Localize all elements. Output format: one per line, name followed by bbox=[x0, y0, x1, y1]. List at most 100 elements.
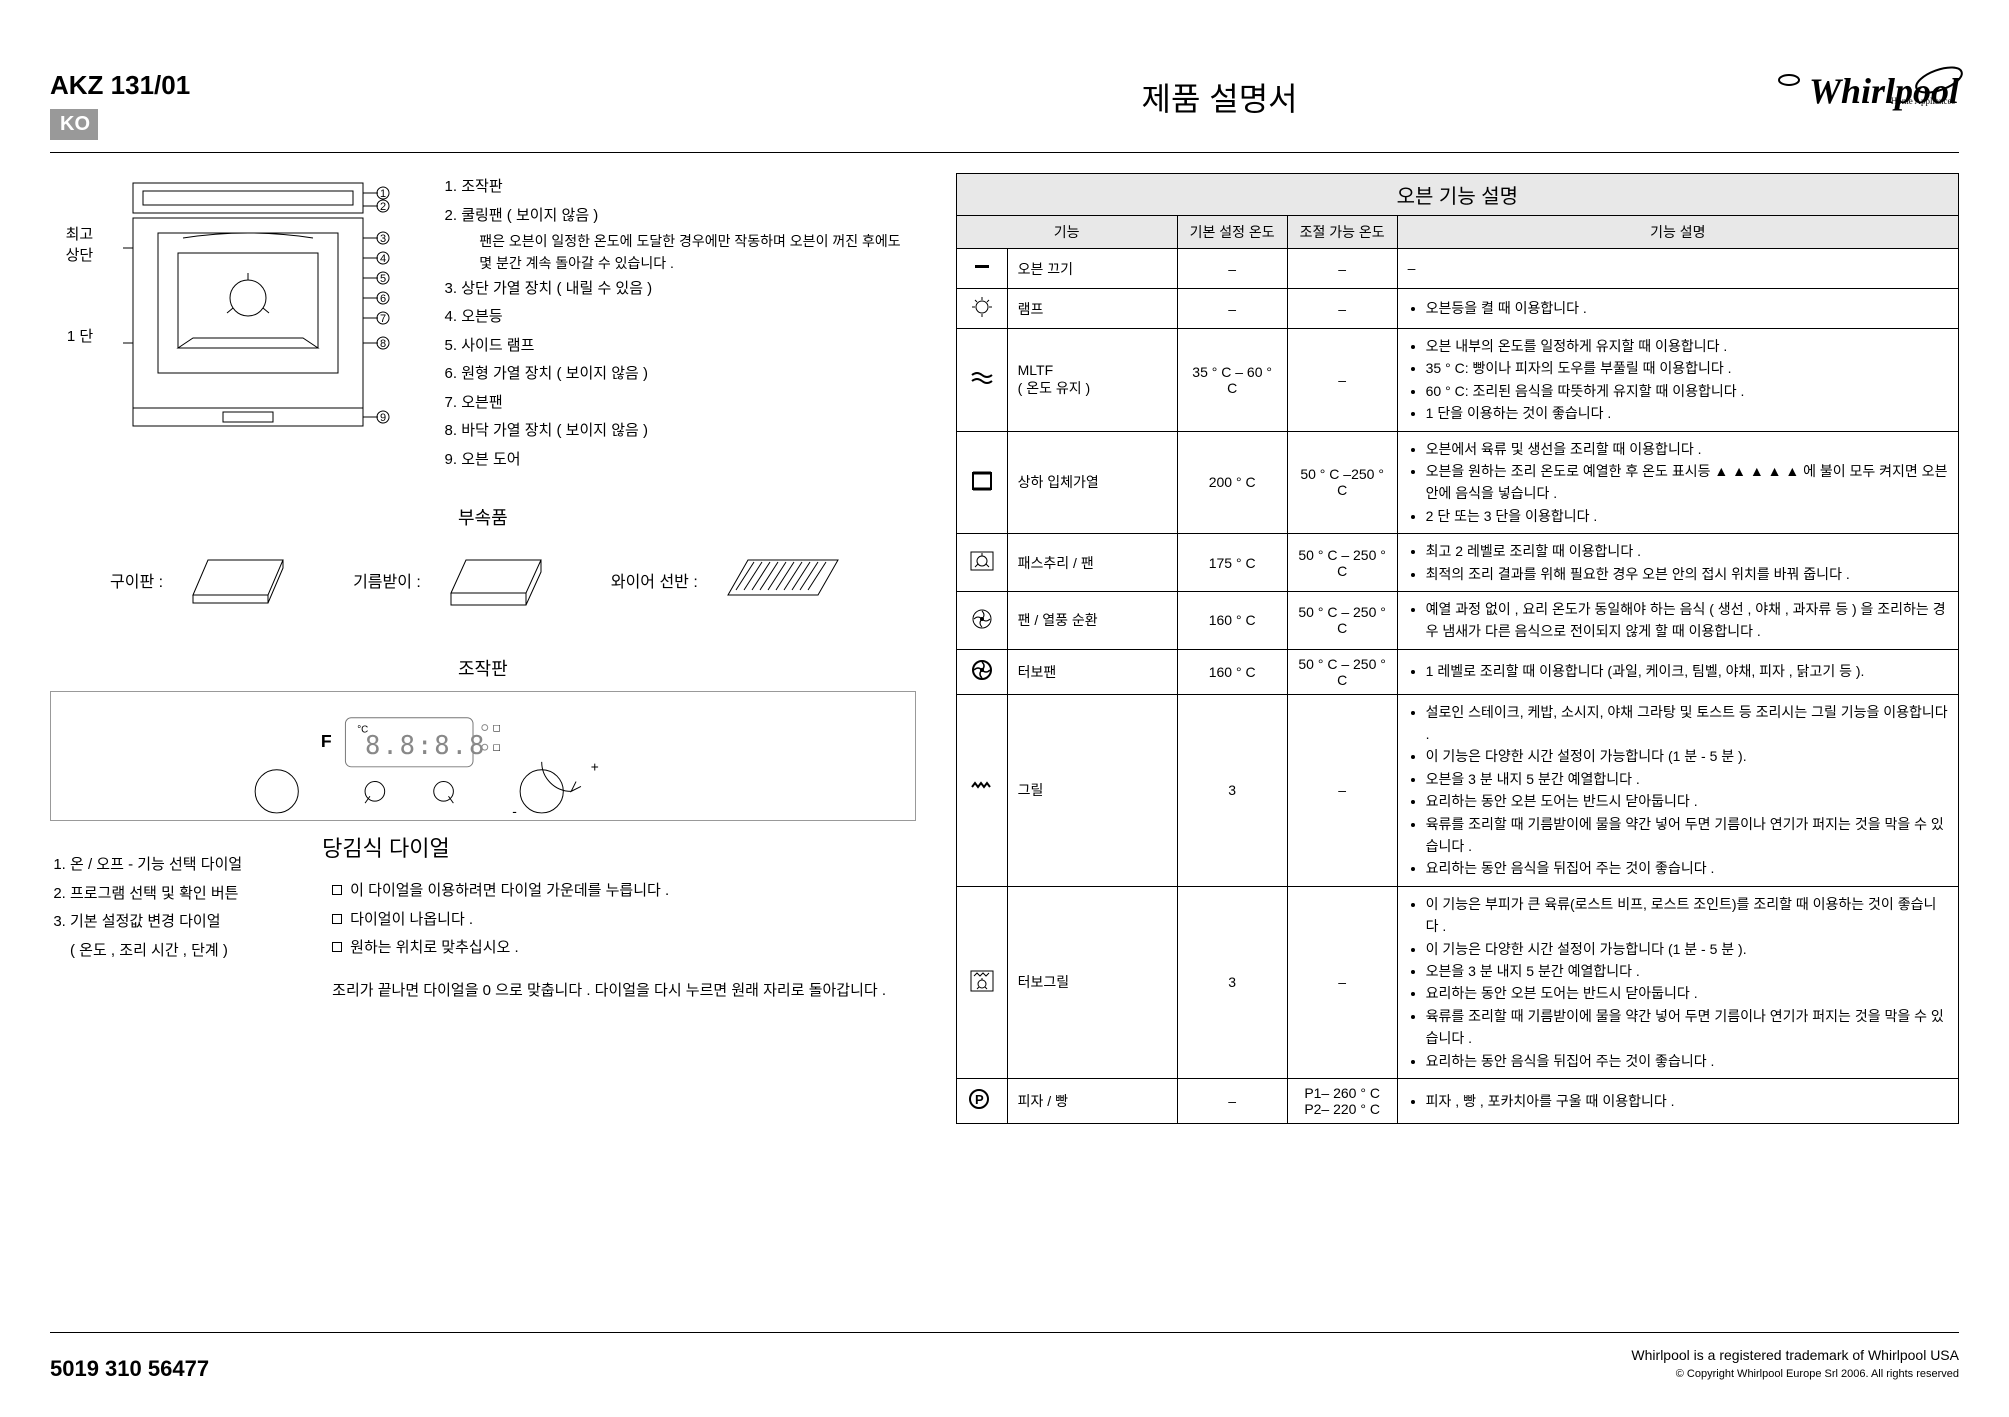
default-temp: 3 bbox=[1177, 694, 1287, 886]
oven-overview: 최고 상단 1 단 1 2 3 4 5 bbox=[50, 173, 916, 474]
part-9: 오븐 도어 bbox=[461, 446, 915, 475]
dial-section: 당김식 다이얼 이 다이얼을 이용하려면 다이얼 가운데를 누릅니다 . 다이얼… bbox=[322, 831, 886, 1004]
dial-step-2: 다이얼이 나옵니다 . bbox=[332, 906, 886, 935]
function-description: 이 기능은 부피가 큰 육류(로스트 비프, 로스트 조인트)를 조리할 때 이… bbox=[1397, 886, 1958, 1078]
part-5: 사이드 램프 bbox=[461, 332, 915, 361]
label-top: 최고 상단 bbox=[50, 223, 93, 265]
part-7: 오븐팬 bbox=[461, 389, 915, 418]
controls-title: 조작판 bbox=[50, 655, 916, 681]
desc-item: 2 단 또는 3 단을 이용합니다 . bbox=[1426, 505, 1948, 527]
dial-title: 당김식 다이얼 bbox=[322, 831, 886, 863]
function-description: 오븐등을 켤 때 이용합니다 . bbox=[1397, 289, 1958, 329]
desc-item: 오븐에서 육류 및 생선을 조리할 때 이용합니다 . bbox=[1426, 438, 1948, 460]
svg-text:8.8:8.8: 8.8:8.8 bbox=[365, 731, 486, 761]
function-description: 오븐 내부의 온도를 일정하게 유지할 때 이용합니다 .35 ° C: 빵이나… bbox=[1397, 329, 1958, 432]
svg-text:P: P bbox=[975, 1092, 984, 1107]
function-icon bbox=[956, 534, 1007, 592]
function-description: 오븐에서 육류 및 생선을 조리할 때 이용합니다 .오븐을 원하는 조리 온도… bbox=[1397, 431, 1958, 534]
desc-item: 육류를 조리할 때 기름받이에 물을 약간 넣어 두면 기름이나 연기가 퍼지는… bbox=[1426, 813, 1948, 858]
label-level1: 1 단 bbox=[50, 325, 93, 346]
desc-item: 오븐을 3 분 내지 5 분간 예열합니다 . bbox=[1426, 960, 1948, 982]
legend-1: 온 / 오프 - 기능 선택 다이얼 bbox=[70, 851, 242, 880]
table-row: 팬 / 열풍 순환160 ° C50 ° C – 250 ° C예열 과정 없이… bbox=[956, 591, 1958, 649]
desc-item: 35 ° C: 빵이나 피자의 도우를 부풀릴 때 이용합니다 . bbox=[1426, 357, 1948, 379]
function-icon bbox=[956, 649, 1007, 694]
default-temp: 175 ° C bbox=[1177, 534, 1287, 592]
desc-item: 이 기능은 다양한 시간 설정이 가능합니다 (1 분 - 5 분 ). bbox=[1426, 938, 1948, 960]
default-temp: 200 ° C bbox=[1177, 431, 1287, 534]
desc-item: 오븐 내부의 온도를 일정하게 유지할 때 이용합니다 . bbox=[1426, 335, 1948, 357]
function-icon bbox=[956, 289, 1007, 329]
table-row: 터보그릴3–이 기능은 부피가 큰 육류(로스트 비프, 로스트 조인트)를 조… bbox=[956, 886, 1958, 1078]
adjustable-temp: 50 ° C – 250 ° C bbox=[1287, 534, 1397, 592]
legend-3: 기본 설정값 변경 다이얼 ( 온도 , 조리 시간 , 단계 ) bbox=[70, 908, 242, 965]
function-name: 팬 / 열풍 순환 bbox=[1007, 591, 1177, 649]
part-6: 원형 가열 장치 ( 보이지 않음 ) bbox=[461, 360, 915, 389]
table-row: 오븐 끄기––– bbox=[956, 249, 1958, 289]
svg-text:2: 2 bbox=[380, 201, 386, 213]
desc-item: 요리하는 동안 음식을 뒤집어 주는 것이 좋습니다 . bbox=[1426, 857, 1948, 879]
footer: 5019 310 56477 Whirlpool is a registered… bbox=[50, 1332, 1959, 1383]
adjustable-temp: 50 ° C – 250 ° C bbox=[1287, 649, 1397, 694]
accessories-title: 부속품 bbox=[50, 504, 916, 530]
right-column: 오븐 기능 설명 기능 기본 설정 온도 조절 가능 온도 기능 설명 오븐 끄… bbox=[956, 173, 1959, 1124]
desc-item: 이 기능은 부피가 큰 육류(로스트 비프, 로스트 조인트)를 조리할 때 이… bbox=[1426, 893, 1948, 938]
part-2: 쿨링팬 ( 보이지 않음 )팬은 오븐이 일정한 온도에 도달한 경우에만 작동… bbox=[461, 202, 915, 275]
adjustable-temp: P1– 260 ° C P2– 220 ° C bbox=[1287, 1078, 1397, 1123]
adjustable-temp: 50 ° C –250 ° C bbox=[1287, 431, 1397, 534]
function-icon bbox=[956, 249, 1007, 289]
part-4: 오븐등 bbox=[461, 303, 915, 332]
acc-wire-shelf: 와이어 선반 : bbox=[611, 550, 848, 610]
function-icon bbox=[956, 694, 1007, 886]
footer-partno: 5019 310 56477 bbox=[50, 1356, 209, 1382]
control-panel-diagram: F °C 8.8:8.8 ☐ ☐ +- bbox=[50, 691, 916, 821]
function-name: 램프 bbox=[1007, 289, 1177, 329]
th-desc: 기능 설명 bbox=[1397, 216, 1958, 249]
function-icon: P bbox=[956, 1078, 1007, 1123]
part-3: 상단 가열 장치 ( 내릴 수 있음 ) bbox=[461, 275, 915, 304]
th-function: 기능 bbox=[956, 216, 1177, 249]
desc-item: 최적의 조리 결과를 위해 필요한 경우 오븐 안의 접시 위치를 바꿔 줍니다… bbox=[1426, 563, 1948, 585]
svg-text:+: + bbox=[591, 760, 599, 775]
default-temp: – bbox=[1177, 249, 1287, 289]
function-description: 1 레벨로 조리할 때 이용합니다 (과일, 케이크, 팀벨, 야채, 피자 ,… bbox=[1397, 649, 1958, 694]
desc-item: 피자 , 빵 , 포카치아를 구울 때 이용합니다 . bbox=[1426, 1090, 1948, 1112]
svg-text:8: 8 bbox=[380, 338, 386, 350]
function-icon bbox=[956, 886, 1007, 1078]
adjustable-temp: – bbox=[1287, 886, 1397, 1078]
svg-text:9: 9 bbox=[380, 412, 386, 424]
function-name: 상하 입체가열 bbox=[1007, 431, 1177, 534]
svg-text:☐: ☐ bbox=[493, 743, 501, 753]
header-left: AKZ 131/01 KO bbox=[50, 70, 190, 140]
oven-side-labels: 최고 상단 1 단 bbox=[50, 173, 93, 346]
bottom-row: 온 / 오프 - 기능 선택 다이얼 프로그램 선택 및 확인 버튼 기본 설정… bbox=[50, 831, 916, 1004]
svg-text:5: 5 bbox=[380, 273, 386, 285]
footer-legal: Whirlpool is a registered trademark of W… bbox=[1631, 1345, 1959, 1383]
header-divider bbox=[50, 152, 1959, 153]
function-description: 최고 2 레벨로 조리할 때 이용합니다 .최적의 조리 결과를 위해 필요한 … bbox=[1397, 534, 1958, 592]
default-temp: 3 bbox=[1177, 886, 1287, 1078]
function-name: 터보그릴 bbox=[1007, 886, 1177, 1078]
adjustable-temp: – bbox=[1287, 289, 1397, 329]
svg-text:1: 1 bbox=[380, 188, 386, 200]
desc-item: 오븐을 원하는 조리 온도로 예열한 후 온도 표시등 ▲ ▲ ▲ ▲ ▲ 에 … bbox=[1426, 460, 1948, 505]
function-name: 오븐 끄기 bbox=[1007, 249, 1177, 289]
desc-item: 요리하는 동안 음식을 뒤집어 주는 것이 좋습니다 . bbox=[1426, 1050, 1948, 1072]
th-adj-temp: 조절 가능 온도 bbox=[1287, 216, 1397, 249]
desc-item: 오븐을 3 분 내지 5 분간 예열합니다 . bbox=[1426, 768, 1948, 790]
table-row: 램프––오븐등을 켤 때 이용합니다 . bbox=[956, 289, 1958, 329]
oven-diagram: 1 2 3 4 5 6 7 8 9 bbox=[123, 173, 393, 433]
table-row: 터보팬160 ° C50 ° C – 250 ° C1 레벨로 조리할 때 이용… bbox=[956, 649, 1958, 694]
dial-step-3: 원하는 위치로 맞추십시오 . bbox=[332, 934, 886, 963]
desc-item: 오븐등을 켤 때 이용합니다 . bbox=[1426, 297, 1948, 319]
dial-instructions: 이 다이얼을 이용하려면 다이얼 가운데를 누릅니다 . 다이얼이 나옵니다 .… bbox=[322, 877, 886, 963]
parts-list: 조작판 쿨링팬 ( 보이지 않음 )팬은 오븐이 일정한 온도에 도달한 경우에… bbox=[423, 173, 915, 474]
desc-item: 최고 2 레벨로 조리할 때 이용합니다 . bbox=[1426, 540, 1948, 562]
left-column: 최고 상단 1 단 1 2 3 4 5 bbox=[50, 173, 916, 1124]
accessories-section: 부속품 구이판 : 기름받이 : 와이어 선반 : bbox=[50, 504, 916, 615]
desc-item: 60 ° C: 조리된 음식을 따뜻하게 유지할 때 이용합니다 . bbox=[1426, 380, 1948, 402]
function-table: 오븐 기능 설명 기능 기본 설정 온도 조절 가능 온도 기능 설명 오븐 끄… bbox=[956, 173, 1959, 1124]
function-description: 예열 과정 없이 , 요리 온도가 동일해야 하는 음식 ( 생선 , 야채 ,… bbox=[1397, 591, 1958, 649]
function-description: 설로인 스테이크, 케밥, 소시지, 야채 그라탕 및 토스트 등 조리시는 그… bbox=[1397, 694, 1958, 886]
function-name: MLTF ( 온도 유지 ) bbox=[1007, 329, 1177, 432]
